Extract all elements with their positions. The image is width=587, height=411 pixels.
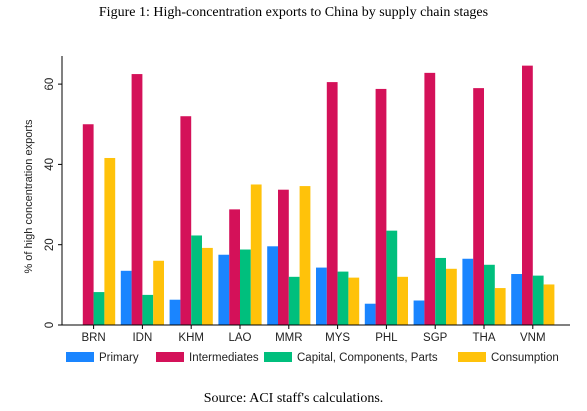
bar-vnm-primary: [511, 274, 522, 325]
legend: Primary Intermediates Capital, Components,…: [66, 352, 559, 364]
legend-swatch-capital: [264, 352, 292, 362]
x-axis: BRN IDN KHM LAO MMR MYS PHL SGP THA VNM: [62, 324, 570, 344]
bar-tha-capital: [484, 264, 495, 325]
bar-phl-primary: [364, 303, 376, 325]
bar-phl-consumption: [397, 276, 408, 325]
bar-lao-intermediates: [229, 209, 240, 325]
y-tick-label: 0: [44, 322, 56, 328]
x-tick-label: MYS: [325, 332, 350, 344]
legend-swatch-consumption: [458, 352, 486, 362]
bar-idn-capital: [142, 294, 154, 325]
bar-brn-capital: [93, 292, 105, 325]
bar-brn-consumption: [104, 157, 116, 325]
x-tick-label: LAO: [228, 332, 251, 344]
legend-label-primary: Primary: [99, 352, 139, 364]
bar-idn-primary: [120, 270, 132, 325]
legend-swatch-primary: [66, 352, 94, 362]
figure-title: Figure 1: High-concentration exports to …: [98, 5, 489, 20]
bar-lao-primary: [218, 254, 230, 325]
y-axis-label: % of high concentration exports: [23, 119, 35, 274]
bar-vnm-intermediates: [522, 65, 533, 325]
legend-label-capital: Capital, Components, Parts: [297, 352, 438, 364]
bar-khm-intermediates: [180, 116, 192, 325]
bar-brn-intermediates: [82, 124, 94, 325]
bar-idn-intermediates: [131, 74, 143, 325]
bar-tha-primary: [462, 258, 474, 325]
x-tick-label: KHM: [178, 332, 204, 344]
bar-mys-consumption: [348, 277, 360, 325]
bar-phl-intermediates: [375, 88, 387, 325]
bar-khm-consumption: [202, 247, 213, 325]
bar-sgp-consumption: [446, 268, 457, 325]
bar-khm-capital: [191, 235, 202, 325]
x-tick-label: IDN: [132, 332, 152, 344]
bar-mys-intermediates: [326, 82, 338, 325]
bar-mys-capital: [337, 271, 349, 325]
y-tick-label: 60: [44, 78, 56, 91]
x-tick-label: MMR: [275, 332, 302, 344]
bar-tha-intermediates: [473, 88, 484, 326]
bar-tha-consumption: [494, 288, 506, 325]
bar-lao-capital: [240, 249, 251, 325]
legend-label-consumption: Consumption: [491, 352, 559, 364]
x-tick-label: SGP: [423, 332, 448, 344]
y-tick-label: 40: [44, 158, 56, 171]
legend-label-intermediates: Intermediates: [189, 352, 259, 364]
bar-mys-primary: [316, 267, 327, 325]
bar-mmr-primary: [267, 246, 278, 325]
x-tick-label: VNM: [520, 332, 546, 344]
bar-lao-consumption: [250, 184, 262, 325]
x-tick-label: THA: [473, 332, 496, 344]
bar-vnm-capital: [532, 275, 544, 325]
bar-sgp-primary: [413, 300, 425, 325]
y-tick-label: 20: [44, 238, 56, 251]
bar-khm-primary: [169, 299, 181, 325]
y-axis: 0 20 40 60 % of high concentration exports: [23, 56, 63, 328]
x-tick-label: BRN: [81, 332, 105, 344]
source-note: Source: ACI staff's calculations.: [203, 391, 384, 406]
legend-swatch-intermediates: [156, 352, 184, 362]
bars: [82, 65, 555, 326]
bar-mmr-intermediates: [278, 189, 289, 325]
bar-phl-capital: [386, 230, 398, 325]
bar-mmr-consumption: [299, 186, 311, 325]
bar-mmr-capital: [288, 276, 300, 325]
bar-vnm-consumption: [543, 284, 555, 325]
x-tick-label: PHL: [375, 332, 398, 344]
bar-sgp-capital: [435, 257, 446, 325]
bar-idn-consumption: [153, 260, 164, 325]
bar-sgp-intermediates: [424, 72, 436, 325]
